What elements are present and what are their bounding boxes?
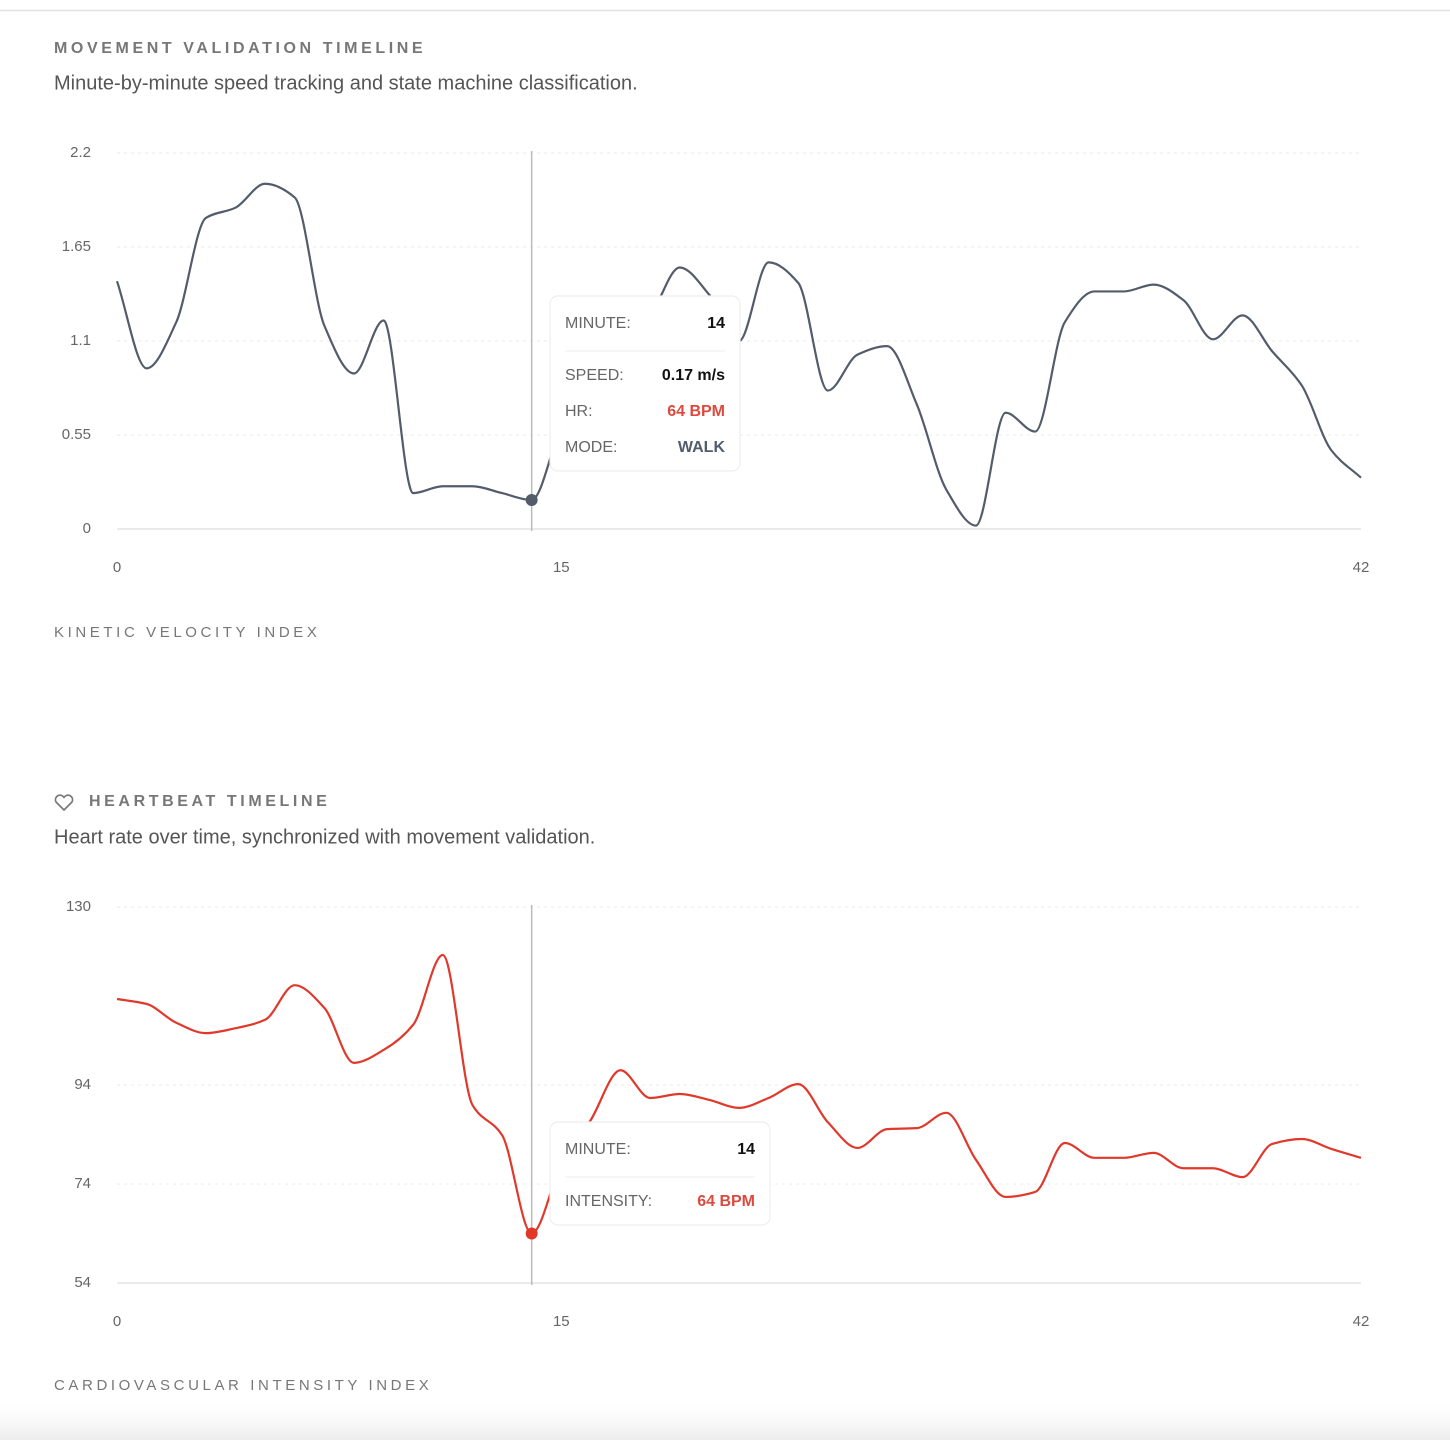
y-tick-label: 130 — [66, 898, 91, 915]
tooltip-label: HR: — [565, 403, 593, 420]
bottom-fade — [0, 1405, 1450, 1440]
y-tick-label: 2.2 — [70, 144, 91, 161]
tooltip-value: 64 BPM — [667, 403, 725, 420]
axis-label: CARDIOVASCULAR INTENSITY INDEX — [54, 1377, 432, 1394]
tooltip-label: INTENSITY: — [565, 1193, 652, 1210]
axis-label: KINETIC VELOCITY INDEX — [54, 624, 320, 641]
x-tick-label: 42 — [1353, 1313, 1370, 1330]
y-tick-label: 94 — [74, 1076, 91, 1093]
x-tick-label: 15 — [553, 559, 570, 576]
tooltip-label: MINUTE: — [565, 315, 631, 332]
line — [116, 953, 1362, 1235]
section-subtitle: Heart rate over time, synchronized with … — [54, 826, 595, 848]
section-subtitle: Minute-by-minute speed tracking and stat… — [54, 72, 638, 94]
tooltip-label: MODE: — [565, 439, 617, 456]
section-title: HEARTBEAT TIMELINE — [89, 793, 330, 810]
tooltip — [549, 1121, 771, 1226]
y-tick-label: 54 — [74, 1274, 91, 1291]
heart-icon — [54, 794, 74, 811]
x-tick-label: 0 — [113, 559, 121, 576]
y-tick-label: 1.65 — [62, 238, 91, 255]
y-tick-label: 0 — [83, 520, 91, 537]
y-tick-label: 0.55 — [62, 426, 91, 443]
tooltip-label: MINUTE: — [565, 1141, 631, 1158]
y-tick-label: 1.1 — [70, 332, 91, 349]
x-tick-label: 0 — [113, 1313, 121, 1330]
x-tick-label: 42 — [1353, 559, 1370, 576]
tooltip-value: 14 — [737, 1141, 755, 1158]
y-tick-label: 74 — [74, 1175, 91, 1192]
tooltip-value: 0.17 m/s — [662, 367, 725, 384]
tooltip-label: SPEED: — [565, 367, 624, 384]
tooltip-value: 64 BPM — [697, 1193, 755, 1210]
hover-point — [525, 1227, 538, 1240]
tooltip — [549, 295, 741, 472]
tooltip-value: WALK — [678, 439, 726, 456]
hover-point — [525, 493, 538, 506]
x-tick-label: 15 — [553, 1313, 570, 1330]
tooltip-value: 14 — [707, 315, 725, 332]
section-title: MOVEMENT VALIDATION TIMELINE — [54, 40, 426, 57]
